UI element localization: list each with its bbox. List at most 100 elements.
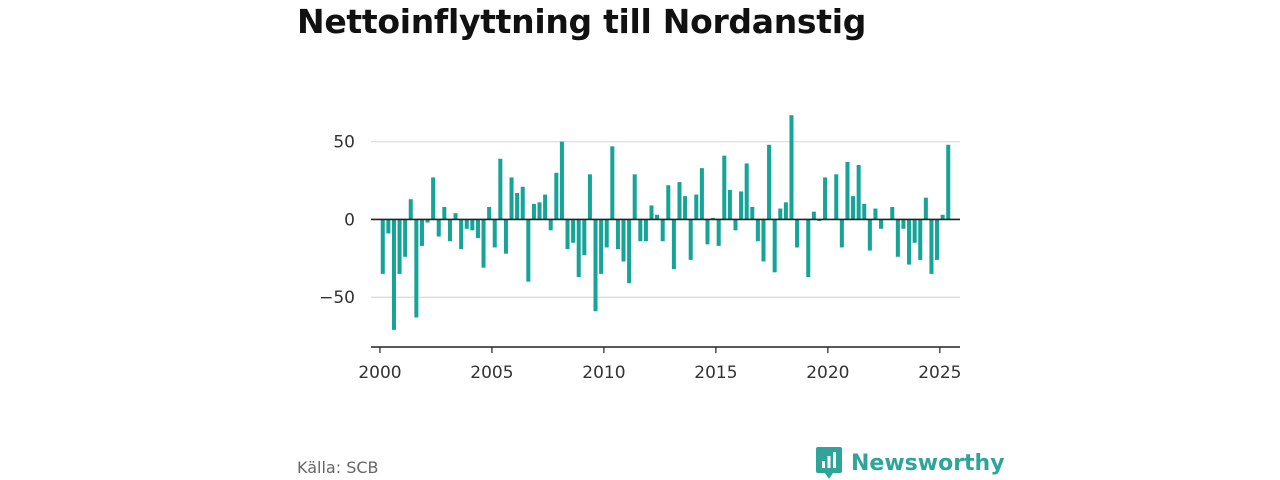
bar bbox=[509, 177, 514, 220]
bar bbox=[419, 219, 424, 246]
bar bbox=[744, 163, 749, 220]
bar bbox=[727, 189, 732, 220]
bar bbox=[599, 219, 604, 274]
bar bbox=[901, 219, 906, 229]
bar bbox=[671, 219, 676, 270]
bar bbox=[722, 155, 727, 220]
bar bbox=[867, 219, 872, 251]
bar bbox=[615, 219, 620, 249]
bar bbox=[442, 207, 447, 220]
bar bbox=[895, 219, 900, 257]
bar bbox=[408, 199, 413, 220]
x-tick-label: 2005 bbox=[470, 363, 513, 383]
bar bbox=[582, 219, 587, 256]
bar bbox=[845, 161, 850, 220]
bar bbox=[425, 219, 430, 223]
x-tick-label: 2000 bbox=[358, 363, 401, 383]
bar bbox=[694, 194, 699, 220]
brand: Newsworthy bbox=[815, 446, 1005, 480]
bar bbox=[879, 219, 884, 229]
x-tick-label: 2025 bbox=[918, 363, 961, 383]
bar bbox=[487, 207, 492, 220]
bar bbox=[923, 197, 928, 220]
bar bbox=[498, 158, 503, 220]
bar bbox=[559, 141, 564, 220]
bar bbox=[503, 219, 508, 254]
bar bbox=[627, 219, 632, 284]
bar bbox=[610, 146, 615, 220]
bar bbox=[414, 219, 419, 318]
x-tick-labels: 2000 2005 2010 2015 2020 2025 bbox=[358, 347, 961, 383]
bar bbox=[862, 203, 867, 220]
bar bbox=[554, 172, 559, 220]
bar bbox=[537, 202, 542, 220]
bar bbox=[453, 213, 458, 220]
bar bbox=[520, 186, 525, 220]
bars bbox=[380, 115, 951, 330]
bar bbox=[834, 174, 839, 220]
bar bbox=[789, 115, 794, 220]
bar bbox=[856, 165, 861, 220]
y-tick-label: −50 bbox=[319, 288, 355, 308]
bar bbox=[890, 207, 895, 220]
brand-name: Newsworthy bbox=[851, 450, 1005, 476]
bar bbox=[783, 202, 788, 220]
bar bbox=[632, 174, 637, 220]
x-tick-label: 2015 bbox=[694, 363, 737, 383]
bar-chart: 50 0 −50 2000 2005 2010 2015 2020 2025 bbox=[319, 115, 961, 383]
bar bbox=[431, 177, 436, 220]
bar bbox=[464, 219, 469, 229]
bar bbox=[548, 219, 553, 231]
bar bbox=[565, 219, 570, 249]
bar bbox=[716, 219, 721, 246]
bar bbox=[660, 219, 665, 242]
bar bbox=[666, 185, 671, 220]
bar bbox=[918, 219, 923, 260]
bar bbox=[677, 182, 682, 220]
bar bbox=[806, 219, 811, 277]
axes bbox=[371, 218, 960, 348]
bar bbox=[397, 219, 402, 274]
bar bbox=[638, 219, 643, 242]
bar bbox=[391, 219, 396, 330]
bar bbox=[683, 196, 688, 220]
bar bbox=[873, 208, 878, 220]
bar bbox=[481, 219, 486, 268]
x-tick-label: 2010 bbox=[582, 363, 625, 383]
bar bbox=[739, 191, 744, 220]
bar bbox=[571, 219, 576, 243]
bar bbox=[543, 194, 548, 220]
bar bbox=[643, 219, 648, 242]
bar bbox=[621, 219, 626, 262]
y-tick-label: 0 bbox=[344, 210, 355, 230]
bar bbox=[576, 219, 581, 277]
bar bbox=[386, 219, 391, 234]
bar bbox=[436, 219, 441, 237]
y-tick-labels: 50 0 −50 bbox=[319, 133, 355, 309]
bar bbox=[380, 219, 385, 274]
bar bbox=[526, 219, 531, 282]
bar bbox=[688, 219, 693, 260]
bar bbox=[531, 203, 536, 220]
bar bbox=[907, 219, 912, 265]
bar bbox=[778, 208, 783, 220]
bar bbox=[839, 219, 844, 248]
bar bbox=[447, 219, 452, 242]
x-tick-label: 2020 bbox=[806, 363, 849, 383]
bar bbox=[733, 219, 738, 231]
bar bbox=[795, 219, 800, 248]
chart-title: Nettoinflyttning till Nordanstig bbox=[297, 2, 867, 41]
bar bbox=[515, 193, 520, 220]
bar bbox=[851, 196, 856, 220]
bar bbox=[935, 219, 940, 260]
bar bbox=[655, 214, 660, 220]
bar bbox=[470, 219, 475, 231]
bar bbox=[767, 144, 772, 220]
bar bbox=[761, 219, 766, 262]
bar bbox=[929, 219, 934, 274]
bar bbox=[593, 219, 598, 312]
source-note: Källa: SCB bbox=[297, 458, 379, 477]
bar bbox=[587, 174, 592, 220]
bar bbox=[750, 207, 755, 220]
bar bbox=[604, 219, 609, 248]
